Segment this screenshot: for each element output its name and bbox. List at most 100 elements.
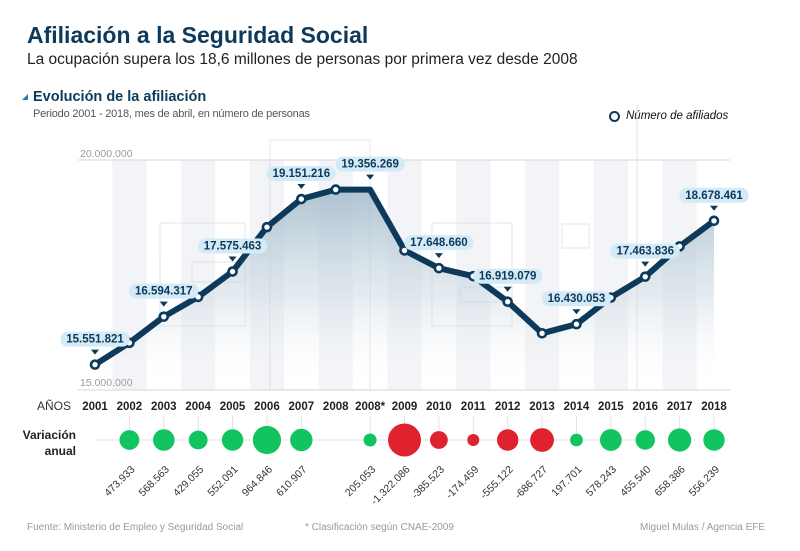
variation-value: -686.727 xyxy=(512,464,550,502)
variation-value: 578.243 xyxy=(584,464,619,499)
data-label-pointer-icon xyxy=(710,205,718,211)
data-point xyxy=(227,266,238,277)
triangle-icon xyxy=(22,94,28,100)
data-label-bg xyxy=(404,235,474,251)
variation-value: 568.563 xyxy=(137,464,172,499)
data-label: 17.648.660 xyxy=(410,237,468,249)
x-tick-label: 2016 xyxy=(632,401,658,413)
variation-bubble xyxy=(496,429,519,451)
data-label-bg xyxy=(266,166,336,182)
variation-value: 473.933 xyxy=(102,464,137,499)
variation-bubble xyxy=(388,423,421,457)
data-label-pointer-icon xyxy=(503,286,512,292)
variation-bubble xyxy=(703,429,725,451)
data-label: 16.430.053 xyxy=(548,293,606,305)
variation-value: 455.540 xyxy=(618,464,653,499)
credit: Miguel Mulas / Agencia EFE xyxy=(640,522,766,533)
variation-label-line1: Variación xyxy=(23,428,76,442)
page-title: Afiliación a la Seguridad Social xyxy=(27,22,369,48)
data-label-pointer-icon xyxy=(641,261,650,267)
x-tick-label: 2007 xyxy=(289,401,315,413)
variation-value: 658.386 xyxy=(652,464,687,499)
data-point xyxy=(330,184,342,195)
legend-label: Número de afiliados xyxy=(626,110,729,122)
area-fill xyxy=(95,189,714,390)
data-label-bg xyxy=(473,268,543,284)
data-label: 16.594.317 xyxy=(135,286,193,298)
variation-value: -555.122 xyxy=(478,464,516,502)
x-tick-label: 2008* xyxy=(355,401,386,413)
x-tick-label: 2004 xyxy=(185,401,211,413)
variation-bubble xyxy=(635,430,655,450)
data-label: 19.356.269 xyxy=(341,159,399,171)
x-tick-label: 2017 xyxy=(667,401,693,413)
variation-value: 610.907 xyxy=(274,464,309,499)
x-tick-label: 2009 xyxy=(392,401,418,413)
data-label-pointer-icon xyxy=(91,349,99,355)
data-label-pointer-icon xyxy=(159,301,168,307)
data-label-pointer-icon xyxy=(434,253,443,259)
variation-value: 197.701 xyxy=(549,464,584,499)
x-tick-label: 2002 xyxy=(117,401,143,413)
data-label-pointer-icon xyxy=(572,309,581,315)
page-subtitle: La ocupación supera los 18,6 millones de… xyxy=(27,51,578,68)
variation-bubble xyxy=(252,425,282,455)
x-tick-label: 2014 xyxy=(564,401,590,413)
x-tick-label: 2006 xyxy=(254,401,280,413)
variation-bubble xyxy=(530,428,554,452)
x-tick-label: 2001 xyxy=(82,401,108,413)
x-tick-label: 2010 xyxy=(426,401,452,413)
x-tick-label: 2018 xyxy=(701,401,727,413)
variation-value: -174.459 xyxy=(444,464,482,502)
data-label-bg xyxy=(541,291,611,307)
data-point xyxy=(261,221,273,233)
variation-bubble xyxy=(363,433,377,447)
data-point xyxy=(708,215,720,227)
data-label-bg xyxy=(679,187,749,203)
source-note: Fuente: Ministerio de Empleo y Seguridad… xyxy=(27,522,244,533)
data-label-pointer-icon xyxy=(297,184,306,190)
x-tick-label: 2013 xyxy=(529,401,555,413)
data-point xyxy=(433,262,445,274)
data-label-bg xyxy=(60,331,130,347)
x-axis-label: AÑOS xyxy=(37,399,71,413)
variation-bubble xyxy=(570,433,583,447)
data-point xyxy=(399,245,410,256)
variation-label-line2: anual xyxy=(45,444,76,458)
variation-bubble xyxy=(429,431,448,449)
data-label: 17.575.463 xyxy=(204,241,262,253)
data-label-pointer-icon xyxy=(228,256,237,262)
variation-bubble xyxy=(599,429,622,451)
data-point xyxy=(536,328,548,339)
data-label-bg xyxy=(335,156,405,172)
variation-value: 552.091 xyxy=(205,464,240,499)
data-point xyxy=(502,296,513,308)
variation-bubble xyxy=(668,428,692,452)
x-tick-label: 2012 xyxy=(495,401,521,413)
variation-bubble xyxy=(467,434,480,446)
variation-bubble xyxy=(221,429,244,451)
data-label: 18.678.461 xyxy=(685,190,743,202)
data-point xyxy=(296,193,307,205)
legend-marker-icon xyxy=(609,110,620,122)
x-tick-label: 2011 xyxy=(461,401,487,413)
data-label: 19.151.216 xyxy=(273,168,331,180)
variation-value: 964.846 xyxy=(240,464,275,499)
variation-bubble xyxy=(119,430,140,450)
data-label-bg xyxy=(610,243,680,259)
data-point xyxy=(158,311,170,322)
x-tick-label: 2008 xyxy=(323,401,349,413)
legend: Número de afiliados xyxy=(609,110,728,122)
variation-value: -385.523 xyxy=(409,464,447,502)
section-title: Evolución de la afiliación xyxy=(33,89,207,105)
data-label-bg xyxy=(129,283,199,299)
variation-bubble xyxy=(290,428,313,452)
variation-value: 556.239 xyxy=(687,464,722,499)
section-heading: Evolución de la afiliación xyxy=(22,89,206,105)
data-label-bg xyxy=(198,238,268,254)
y-tick-label: 20.000.000 xyxy=(80,148,133,160)
data-label-pointer-icon xyxy=(366,174,375,180)
data-point xyxy=(571,318,582,330)
classification-note: * Clasificación según CNAE-2009 xyxy=(305,522,454,533)
data-label: 15.551.821 xyxy=(66,334,124,346)
